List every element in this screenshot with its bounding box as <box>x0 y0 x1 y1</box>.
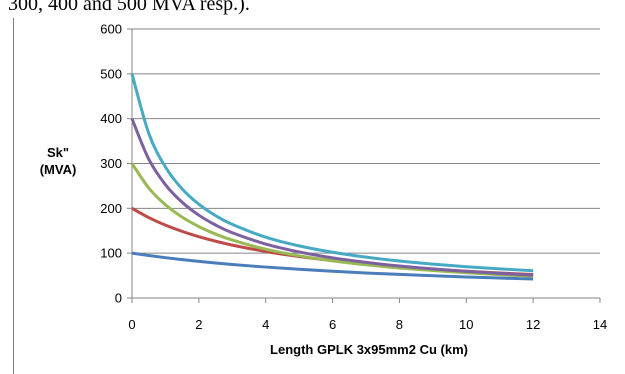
x-tick-label: 6 <box>329 317 336 332</box>
y-tick-label: 500 <box>100 66 122 81</box>
series-line-5 <box>130 73 534 273</box>
y-axis-title-line: (MVA) <box>40 162 77 177</box>
series-lines <box>130 73 534 281</box>
y-axis-title-line: Sk" <box>47 145 69 160</box>
x-tick-label: 12 <box>526 317 540 332</box>
x-tick-label: 4 <box>262 317 269 332</box>
x-tick-label: 8 <box>396 317 403 332</box>
y-tick-label: 600 <box>100 22 122 37</box>
y-tick-label: 100 <box>100 246 122 261</box>
chart-frame <box>13 18 625 374</box>
x-tick-label: 0 <box>128 317 135 332</box>
axis-labels: 0 100 200 300 400 500 600 0 2 4 6 8 10 12 14 Length GPL… <box>40 22 608 358</box>
x-tick-label: 10 <box>459 317 473 332</box>
x-tick-label: 2 <box>195 317 202 332</box>
x-axis-title: Length GPLK 3x95mm2 Cu (km) <box>270 342 468 357</box>
caption-fragment: 300, 400 and 500 MVA resp.). <box>8 0 250 15</box>
series-line-2 <box>131 207 534 277</box>
gridlines <box>132 28 600 254</box>
y-tick-label: 0 <box>115 291 122 306</box>
y-tick-label: 300 <box>100 156 122 171</box>
x-tick-label: 14 <box>593 317 607 332</box>
series-line-1 <box>131 251 534 281</box>
series-line-3 <box>130 162 534 278</box>
series-line-4 <box>130 118 534 277</box>
y-tick-label: 400 <box>100 111 122 126</box>
y-tick-label: 200 <box>100 201 122 216</box>
